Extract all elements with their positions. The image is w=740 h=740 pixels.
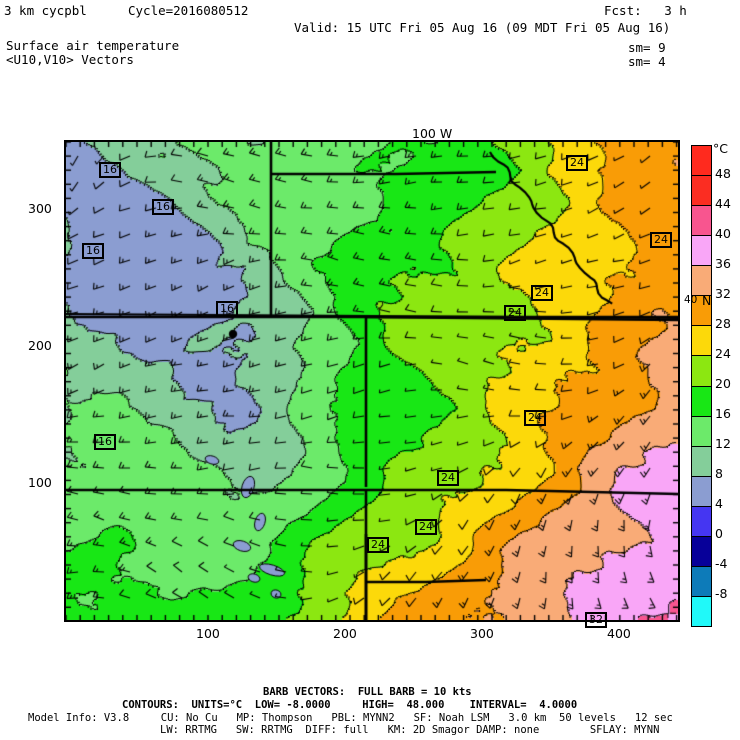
x-axis-tick-400: 400	[607, 626, 631, 641]
colorbar-tick-4: 4	[715, 496, 723, 511]
colorbar-band-10	[692, 446, 711, 477]
colorbar-band-14	[692, 566, 711, 597]
model-physics-2: LW: RRTMG SW: RRTMG DIFF: full KM: 2D Sm…	[160, 724, 660, 736]
contour-label-24-7: 24	[531, 285, 553, 301]
colorbar-band-1	[692, 176, 711, 207]
contour-label-24-11: 24	[415, 519, 437, 535]
colorbar-band-7	[692, 356, 711, 387]
x-axis-tick-200: 200	[333, 626, 357, 641]
contour-label-24-8: 24	[504, 305, 526, 321]
contour-label-24-10: 24	[437, 470, 459, 486]
colorbar-tick-32: 32	[715, 286, 731, 301]
field-title: Surface air temperature	[6, 38, 180, 53]
colorbar-tick-neg8: -8	[715, 586, 728, 601]
contour-label-16-1: 16	[152, 199, 174, 215]
colorbar-tick-16: 16	[715, 406, 731, 421]
temperature-map[interactable]	[64, 140, 680, 622]
colorbar-band-6	[692, 326, 711, 357]
colorbar-tick-44: 44	[715, 196, 731, 211]
colorbar-band-13	[692, 536, 711, 567]
colorbar-units: °C	[713, 141, 728, 156]
x-axis-tick-100: 100	[196, 626, 220, 641]
colorbar-tick-12: 12	[715, 436, 731, 451]
cycle-label: Cycle=2016080512	[128, 3, 249, 18]
colorbar-band-9	[692, 416, 711, 447]
temperature-colorbar[interactable]	[691, 145, 712, 627]
x-axis-tick-300: 300	[470, 626, 494, 641]
colorbar-tick-8: 8	[715, 466, 723, 481]
contour-label-24-5: 24	[566, 155, 588, 171]
longitude-label: 100 W	[412, 126, 453, 141]
colorbar-band-8	[692, 386, 711, 417]
colorbar-tick-24: 24	[715, 346, 731, 361]
model-name: 3 km cycpbl	[4, 3, 87, 18]
forecast-hour: Fcst: 3 h	[604, 3, 687, 18]
colorbar-band-5	[692, 296, 711, 327]
y-axis-tick-200: 200	[28, 337, 52, 353]
colorbar-tick-48: 48	[715, 166, 731, 181]
colorbar-band-3	[692, 236, 711, 267]
colorbar-band-15	[692, 596, 711, 626]
colorbar-band-12	[692, 506, 711, 537]
contour-label-24-12: 24	[367, 537, 389, 553]
latitude-value: 40	[684, 294, 698, 306]
colorbar-tick-neg4: -4	[715, 556, 728, 571]
contour-settings: CONTOURS: UNITS=°C LOW= -8.0000 HIGH= 48…	[122, 699, 578, 711]
colorbar-band-2	[692, 206, 711, 237]
y-axis-tick-100: 100	[28, 474, 52, 490]
contour-label-16-2: 16	[82, 243, 104, 259]
contour-label-24-6: 24	[650, 232, 672, 248]
smoothing-temp: sm= 9	[628, 40, 666, 55]
contour-label-16-0: 16	[99, 162, 121, 178]
model-physics-1: Model Info: V3.8 CU: No Cu MP: Thompson …	[28, 712, 673, 724]
vector-field-label: <U10,V10> Vectors	[6, 52, 134, 67]
colorbar-band-11	[692, 476, 711, 507]
contour-label-24-9: 24	[524, 410, 546, 426]
latitude-label: N	[702, 293, 712, 308]
smoothing-wind: sm= 4	[628, 54, 666, 69]
contour-label-16-4: 16	[94, 434, 116, 450]
colorbar-band-0	[692, 146, 711, 177]
colorbar-tick-28: 28	[715, 316, 731, 331]
valid-time: Valid: 15 UTC Fri 05 Aug 16 (09 MDT Fri …	[294, 20, 671, 35]
barb-legend: BARB VECTORS: FULL BARB = 10 kts	[263, 686, 472, 698]
colorbar-tick-36: 36	[715, 256, 731, 271]
contour-label-16-3: 16	[216, 301, 238, 317]
contour-label-32-13: 32	[585, 612, 607, 628]
colorbar-band-4	[692, 266, 711, 297]
colorbar-tick-40: 40	[715, 226, 731, 241]
colorbar-tick-20: 20	[715, 376, 731, 391]
y-axis-tick-300: 300	[28, 200, 52, 216]
colorbar-tick-0: 0	[715, 526, 723, 541]
